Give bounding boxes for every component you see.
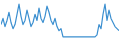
series-line	[1, 4, 119, 37]
plot-area	[1, 4, 119, 37]
chart	[0, 0, 120, 45]
